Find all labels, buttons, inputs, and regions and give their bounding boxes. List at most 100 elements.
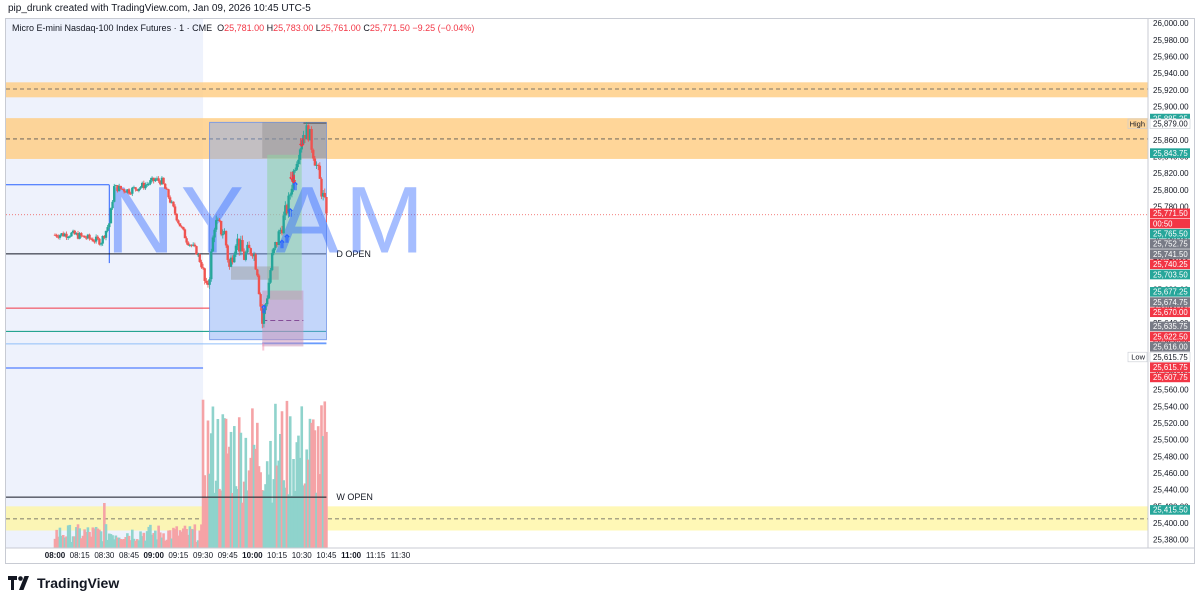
volume-bar (84, 531, 88, 548)
volume-bar (316, 426, 320, 548)
price-tag-side-box (1127, 351, 1148, 363)
time-tick-label: 09:30 (193, 551, 214, 560)
volume-bar (300, 406, 304, 548)
volume-bar (201, 399, 205, 548)
volume-bar (223, 418, 226, 548)
level-label: D OPEN (336, 249, 371, 259)
price-tag (1150, 362, 1190, 373)
candle-body (219, 220, 223, 235)
tradingview-brand[interactable]: TradingView (8, 575, 119, 591)
volume-bar (318, 474, 322, 548)
volume-bar (162, 533, 165, 548)
price-tag (1150, 228, 1190, 239)
volume-bar (195, 541, 198, 548)
volume-bar (71, 536, 75, 548)
candle-body (155, 178, 159, 180)
candle-body (282, 215, 285, 234)
volume-bar (104, 524, 108, 548)
volume-bar (241, 502, 244, 548)
candle-body (298, 149, 302, 160)
buy-arrow-icon: ⇑ (259, 304, 268, 316)
candle-body (310, 128, 313, 150)
volume-bar (305, 449, 308, 548)
volume-bar (311, 419, 315, 548)
volume-bar (244, 437, 248, 548)
volume-bar (172, 527, 175, 548)
candle-body (216, 219, 220, 221)
price-tick-label: 25,960.00 (1153, 52, 1189, 61)
candle-body (145, 184, 149, 186)
volume-bar (183, 525, 187, 548)
candle-body (256, 269, 259, 276)
volume-bar (142, 532, 146, 548)
price-tag-label: 25,741.50 (1153, 250, 1188, 259)
volume-bar (91, 527, 95, 548)
volume-bar (124, 537, 128, 548)
price-tick-label: 25,500.00 (1153, 436, 1189, 445)
candle-body (134, 187, 137, 190)
candle-body (198, 254, 201, 262)
volume-bar (208, 473, 211, 548)
volume-bar (321, 436, 325, 548)
volume-bar (310, 422, 313, 548)
candle-body (313, 158, 317, 166)
volume-bar (94, 526, 98, 548)
candle-body (323, 192, 326, 198)
candle-body (280, 229, 284, 234)
volume-bar (256, 422, 259, 548)
candle-body (257, 275, 261, 295)
candle-body (242, 251, 246, 260)
candle-body (89, 238, 93, 240)
candle-body (58, 235, 62, 238)
candle-body (104, 230, 108, 238)
price-tick-label: 25,900.00 (1153, 102, 1189, 111)
price-tick-label: 25,940.00 (1153, 69, 1189, 78)
close-label: C (363, 23, 370, 33)
candle-body (267, 282, 271, 299)
candle-body (246, 244, 249, 253)
candle-body (66, 236, 70, 238)
price-tag (1150, 287, 1190, 297)
volume-bar (239, 432, 243, 548)
price-tag-label: 25,771.50 (1153, 209, 1188, 218)
volume-bar (132, 538, 136, 548)
candle-body (210, 251, 213, 280)
volume-bar (145, 531, 149, 548)
volume-bar (86, 527, 90, 548)
candle-body (251, 254, 254, 257)
candle-body (247, 244, 251, 249)
candle-body (308, 128, 312, 141)
candle-body (86, 234, 90, 239)
volume-bar (249, 457, 253, 548)
candle-body (71, 230, 75, 233)
volume-bar (285, 400, 289, 548)
volume-bar (213, 492, 216, 548)
price-tag-side-label: Low (1131, 353, 1145, 362)
candle-body (261, 306, 264, 324)
candle-body (297, 159, 300, 164)
price-tag-label: 25,607.75 (1153, 373, 1188, 382)
price-tick-label: 25,560.00 (1153, 386, 1189, 395)
volume-bar (81, 535, 85, 548)
volume-bar (170, 538, 174, 548)
time-tick-label: 08:30 (94, 551, 115, 560)
volume-bar (246, 490, 249, 548)
volume-bar (191, 529, 195, 548)
price-tag-label: 25,879.00 (1153, 120, 1188, 129)
price-tick-label: 25,980.00 (1153, 36, 1189, 45)
volume-bar (149, 524, 152, 548)
candle-body (279, 229, 282, 232)
volume-bar (247, 470, 251, 548)
volume-bar (93, 528, 96, 548)
candle-body (119, 185, 122, 189)
volume-bar (147, 526, 151, 548)
candle-body (218, 219, 221, 221)
volume-bar (252, 444, 256, 548)
candle-body (289, 194, 292, 196)
time-tick-label: 09:45 (218, 551, 239, 560)
volume-bar (231, 492, 234, 548)
candle-body (126, 189, 129, 193)
price-tick-label: 25,520.00 (1153, 419, 1189, 428)
volume-bar (127, 535, 131, 548)
